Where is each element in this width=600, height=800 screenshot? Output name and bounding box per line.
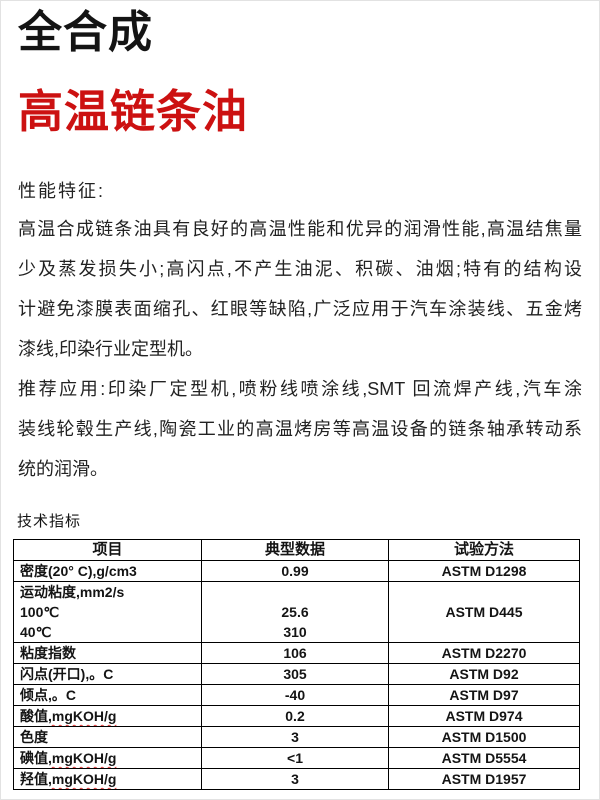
spec-method-cell: ASTM D1298 — [388, 560, 580, 582]
spec-value-cell: 3 — [201, 768, 389, 790]
text-line: 计避免漆膜表面缩孔、红眼等缺陷,广泛应用于汽车涂装线、五金烤 — [18, 299, 582, 319]
spec-value-cell: 305 — [201, 663, 389, 685]
features-paragraph: 高温合成链条油具有良好的高温性能和优异的润滑性能,高温结焦量 少及蒸发损失小;高… — [18, 209, 582, 369]
table-row: 闪点(开口),。C 305 ASTM D92 — [13, 663, 580, 685]
spec-value-line: 25.6 — [281, 604, 309, 620]
text-line: 装线轮毂生产线,陶瓷工业的高温烤房等高温设备的链条轴承转动系 — [18, 419, 582, 439]
spec-item-suffix: ,mgKOH/g — [48, 750, 117, 766]
table-header-row: 项目 典型数据 试验方法 — [13, 539, 580, 561]
text-line: 推荐应用:印染厂定型机,喷粉线喷涂线,SMT 回流焊产线,汽车涂 — [18, 379, 582, 399]
applications-paragraph: 推荐应用:印染厂定型机,喷粉线喷涂线,SMT 回流焊产线,汽车涂 装线轮毂生产线… — [18, 369, 582, 489]
table-row: 酸值,mgKOH/g 0.2 ASTM D974 — [13, 705, 580, 727]
table-row: 密度(20° C),g/cm3 0.99 ASTM D1298 — [13, 560, 580, 582]
spec-value-cell: 0.99 — [201, 560, 389, 582]
table-caption: 技术指标 — [17, 513, 82, 530]
spec-item-cell: 羟值,mgKOH/g — [13, 768, 202, 790]
spec-value-line: 310 — [283, 624, 307, 640]
specs-table: 项目 典型数据 试验方法 密度(20° C),g/cm3 0.99 ASTM D… — [13, 539, 580, 790]
spec-method-cell: ASTM D974 — [388, 705, 580, 727]
table-row: 倾点,。C -40 ASTM D97 — [13, 684, 580, 706]
spec-method-cell: ASTM D2270 — [388, 642, 580, 664]
col-header-item: 项目 — [13, 539, 202, 561]
text-line: 少及蒸发损失小;高闪点,不产生油泥、积碳、油烟;特有的结构设 — [18, 259, 582, 279]
spec-item-label: 羟值 — [20, 771, 48, 787]
features-heading: 性能特征: — [18, 181, 106, 201]
spec-item-cell: 倾点,。C — [13, 684, 202, 706]
spec-item-cell: 碘值,mgKOH/g — [13, 747, 202, 769]
spec-method-cell: ASTM D445 — [388, 581, 580, 643]
spec-value-cell: 0.2 — [201, 705, 389, 727]
spec-item-cell: 色度 — [13, 726, 202, 748]
spec-value-cell: 106 — [201, 642, 389, 664]
spec-method-cell: ASTM D1500 — [388, 726, 580, 748]
spec-item-label: 碘值 — [20, 750, 48, 766]
spec-value-cell: 3 — [201, 726, 389, 748]
table-row: 色度 3 ASTM D1500 — [13, 726, 580, 748]
spec-item-suffix: ,mgKOH/g — [48, 708, 117, 724]
spec-item-line: 100℃ — [20, 604, 60, 620]
table-row-viscosity: 运动粘度,mm2/s 100℃ 40℃ 25.6 310 ASTM D445 — [13, 581, 580, 643]
product-title-line1: 全合成 — [18, 8, 153, 57]
table-row: 羟值,mgKOH/g 3 ASTM D1957 — [13, 768, 580, 790]
spec-method-cell: ASTM D97 — [388, 684, 580, 706]
spec-method-cell: ASTM D5554 — [388, 747, 580, 769]
text-line: 漆线,印染行业定型机。 — [18, 339, 203, 359]
spec-value-line — [203, 583, 388, 603]
spec-value-cell: -40 — [201, 684, 389, 706]
col-header-method: 试验方法 — [388, 539, 580, 561]
text-line: 统的润滑。 — [18, 459, 108, 479]
table-row: 碘值,mgKOH/g <1 ASTM D5554 — [13, 747, 580, 769]
spec-item-cell: 酸值,mgKOH/g — [13, 705, 202, 727]
spec-item-line: 运动粘度,mm2/s — [20, 584, 125, 600]
spec-item-cell: 密度(20° C),g/cm3 — [13, 560, 202, 582]
spec-value-cell: 25.6 310 — [201, 581, 389, 643]
text-line: 高温合成链条油具有良好的高温性能和优异的润滑性能,高温结焦量 — [18, 219, 582, 239]
table-row: 粘度指数 106 ASTM D2270 — [13, 642, 580, 664]
product-title-line2: 高温链条油 — [18, 85, 249, 137]
col-header-value: 典型数据 — [201, 539, 389, 561]
spec-item-cell: 粘度指数 — [13, 642, 202, 664]
spec-item-cell: 运动粘度,mm2/s 100℃ 40℃ — [13, 581, 202, 643]
spec-item-cell: 闪点(开口),。C — [13, 663, 202, 685]
spec-value-cell: <1 — [201, 747, 389, 769]
spec-item-line: 40℃ — [20, 624, 52, 640]
spec-item-suffix: ,mgKOH/g — [48, 771, 117, 787]
spec-method-cell: ASTM D1957 — [388, 768, 580, 790]
spec-method-cell: ASTM D92 — [388, 663, 580, 685]
spec-item-label: 酸值 — [20, 708, 48, 724]
